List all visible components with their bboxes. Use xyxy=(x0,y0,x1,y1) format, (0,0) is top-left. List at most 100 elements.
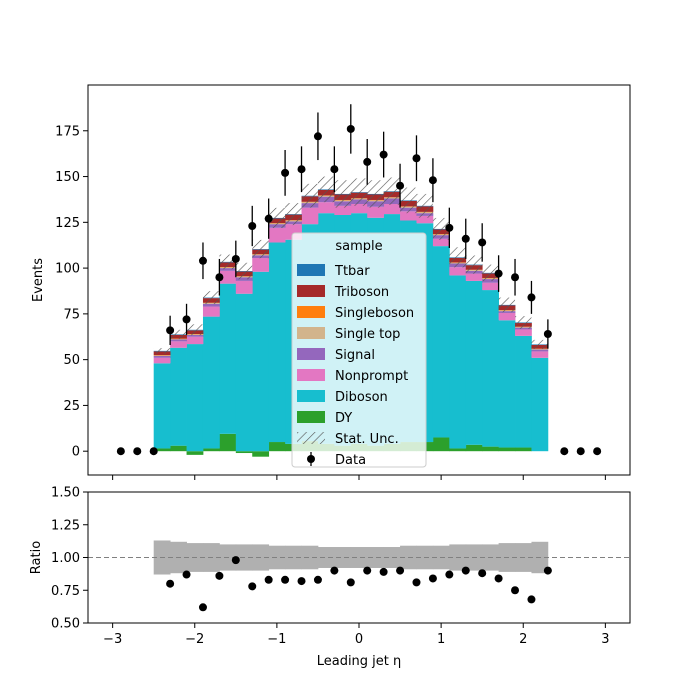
ratio-points xyxy=(166,556,552,612)
ratio-y-tick-label: 1.50 xyxy=(51,486,80,501)
data-point xyxy=(396,181,405,190)
ratio-band-bin xyxy=(301,545,319,570)
bar-nonprompt xyxy=(153,357,171,364)
ratio-band-bin xyxy=(334,547,352,568)
bar-nonprompt xyxy=(252,258,270,272)
x-tick-label: −2 xyxy=(185,632,204,647)
bar-diboson xyxy=(252,271,270,452)
bar-single-top xyxy=(531,349,549,350)
legend-label: DY xyxy=(335,411,352,426)
bar-nonprompt xyxy=(498,312,516,321)
legend-swatch xyxy=(297,285,325,297)
ratio-point xyxy=(412,578,421,587)
data-point xyxy=(494,269,503,278)
x-tick-label: 1 xyxy=(437,632,445,647)
y-tick-label: 150 xyxy=(55,170,80,185)
data-point xyxy=(182,315,191,324)
main-y-axis-label: Events xyxy=(31,258,46,302)
data-point xyxy=(281,168,290,177)
stat-unc-bin xyxy=(285,203,302,226)
ratio-point xyxy=(461,566,470,575)
ratio-x-ticks: −3 −2 −1 0 1 2 3 xyxy=(103,623,610,647)
stat-unc-bin xyxy=(498,297,516,313)
bar-nonprompt xyxy=(301,207,319,225)
y-tick-label: 0 xyxy=(72,445,80,460)
data-point xyxy=(543,330,552,339)
ratio-point xyxy=(379,567,388,576)
data-point xyxy=(412,154,421,163)
stat-unc-band xyxy=(153,176,548,354)
data-point xyxy=(527,293,536,302)
legend-entry: Nonprompt xyxy=(297,369,408,384)
legend-entry: Signal xyxy=(297,348,375,363)
bar-nonprompt xyxy=(465,273,483,281)
legend-swatch xyxy=(297,306,325,318)
data-point xyxy=(379,150,388,159)
ratio-band-bin xyxy=(350,547,368,568)
stat-unc-bin xyxy=(367,180,384,208)
stat-unc-bin xyxy=(334,180,351,208)
data-point xyxy=(231,254,240,263)
bar-dy xyxy=(202,448,220,452)
legend-data-marker xyxy=(307,455,315,463)
stat-unc-bin xyxy=(350,178,368,206)
ratio-panel: 0.50 0.75 1.00 1.25 1.50 −3 −2 −1 0 1 2 3 Ratio Le… xyxy=(29,486,631,669)
bar-nonprompt xyxy=(219,270,237,284)
main-x-ticks xyxy=(112,475,606,480)
bar-nonprompt xyxy=(350,204,368,214)
bar-nonprompt xyxy=(482,282,499,291)
ratio-point xyxy=(231,556,240,565)
bar-dy xyxy=(252,451,270,457)
legend-swatch xyxy=(297,390,325,402)
bar-dy xyxy=(515,447,532,452)
bar-diboson xyxy=(170,347,187,446)
bar-nonprompt xyxy=(235,280,253,294)
bar-nonprompt xyxy=(449,267,467,276)
bar-diboson xyxy=(202,316,220,449)
bar-diboson xyxy=(498,320,516,448)
legend-box xyxy=(291,232,427,468)
bar-dy xyxy=(153,448,171,452)
ratio-point xyxy=(198,603,207,612)
ratio-point xyxy=(248,582,257,591)
data-point xyxy=(248,221,257,230)
data-point xyxy=(116,447,125,456)
ratio-y-tick-label: 0.75 xyxy=(51,584,80,599)
ratio-point xyxy=(445,570,454,579)
legend-label: Single top xyxy=(335,327,400,342)
ratio-y-tick-label: 1.25 xyxy=(51,518,80,533)
data-point xyxy=(297,165,306,174)
bar-nonprompt xyxy=(515,329,532,336)
bar-signal xyxy=(186,334,204,337)
data-point xyxy=(346,124,355,133)
data-point xyxy=(445,223,454,232)
legend-swatch xyxy=(297,327,325,339)
ratio-point xyxy=(215,571,224,580)
x-axis-label: Leading jet η xyxy=(317,654,402,669)
stat-unc-bin xyxy=(219,254,236,270)
data-point xyxy=(461,234,470,243)
x-tick-label: −1 xyxy=(267,632,286,647)
bar-nonprompt xyxy=(317,202,335,214)
stat-unc-bin xyxy=(186,324,203,336)
bar-diboson xyxy=(465,280,483,445)
ratio-band-bin xyxy=(268,545,286,570)
legend-label: Triboson xyxy=(334,285,389,300)
stat-unc-bin xyxy=(170,329,187,339)
y-tick-label: 25 xyxy=(63,399,80,414)
ratio-point xyxy=(527,595,536,604)
ratio-point xyxy=(166,579,175,588)
bar-dy xyxy=(186,451,204,455)
bar-nonprompt xyxy=(400,211,417,221)
bar-nonprompt xyxy=(367,206,385,218)
bar-nonprompt xyxy=(268,227,286,243)
legend-entry: Single top xyxy=(297,327,400,342)
ratio-band-bin xyxy=(317,547,335,568)
legend-entry: DY xyxy=(297,411,352,426)
bar-nonprompt xyxy=(383,204,401,215)
ratio-point xyxy=(346,578,355,587)
stat-unc-bin xyxy=(432,217,450,240)
legend: sample Ttbar Triboson Singleboson Single to… xyxy=(291,232,427,468)
bar-diboson xyxy=(515,335,532,448)
stat-unc-bin xyxy=(400,187,417,214)
